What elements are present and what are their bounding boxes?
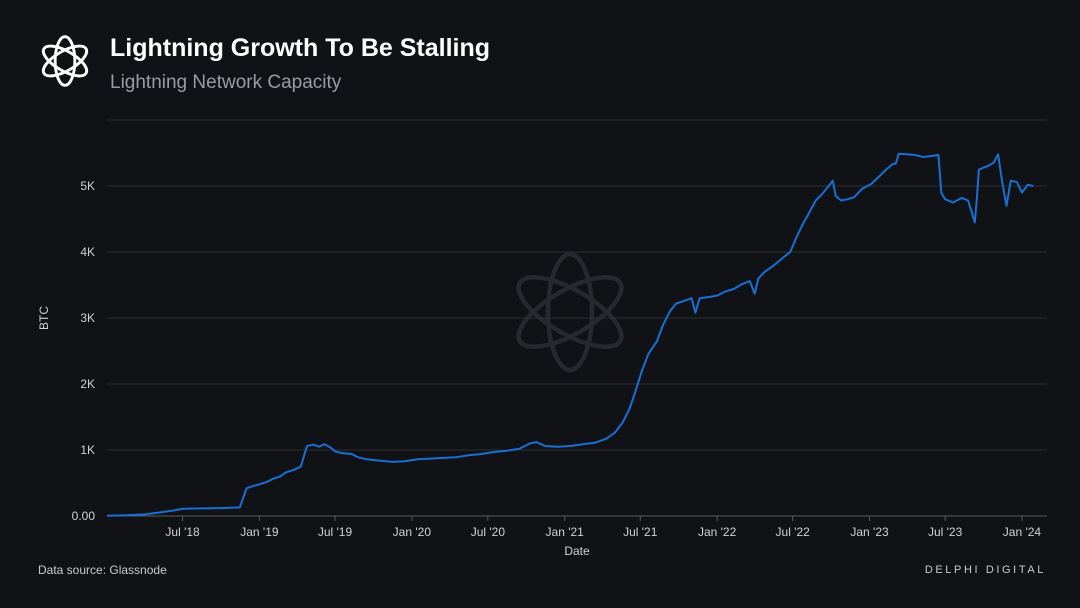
x-tick-label: Jan '21: [546, 525, 585, 539]
y-tick-label: 0.00: [72, 509, 96, 523]
x-axis-ticks: Jul '18 Jan '19 Jul '19 Jan '20 Jul '20 Jan '…: [165, 516, 1041, 539]
y-tick-label: 2K: [80, 377, 95, 391]
x-axis-title: Date: [564, 544, 590, 558]
y-axis-ticks: 0.00 1K 2K 3K 4K 5K: [72, 179, 96, 523]
grid-lines: [107, 119, 1047, 451]
y-tick-label: 4K: [80, 245, 95, 259]
chart-title: Lightning Growth To Be Stalling: [110, 34, 491, 62]
x-tick-label: Jul '23: [928, 525, 963, 539]
x-tick-label: Jan '20: [393, 525, 432, 539]
x-tick-label: Jan '23: [850, 525, 889, 539]
x-tick-label: Jan '24: [1003, 525, 1042, 539]
y-tick-label: 3K: [80, 311, 95, 325]
x-tick-label: Jan '22: [698, 525, 737, 539]
y-axis-title: BTC: [37, 306, 51, 330]
brand-wordmark: DELPHI DIGITAL: [924, 564, 1046, 576]
chart-header: Lightning Growth To Be Stalling Lightnin…: [36, 30, 736, 100]
x-tick-label: Jul '18: [165, 525, 200, 539]
delphi-flower-watermark-icon: [516, 251, 624, 373]
x-tick-label: Jan '19: [240, 525, 279, 539]
x-tick-label: Jul '21: [623, 525, 658, 539]
y-tick-label: 1K: [80, 443, 95, 457]
x-tick-label: Jul '20: [471, 525, 506, 539]
series-line-capacity: [106, 152, 1034, 517]
x-tick-label: Jul '22: [776, 525, 811, 539]
chart-subtitle: Lightning Network Capacity: [110, 72, 342, 93]
data-source-label: Data source: Glassnode: [38, 563, 167, 577]
delphi-flower-logo-icon: [41, 35, 89, 87]
y-tick-label: 5K: [80, 179, 95, 193]
x-tick-label: Jul '19: [318, 525, 353, 539]
